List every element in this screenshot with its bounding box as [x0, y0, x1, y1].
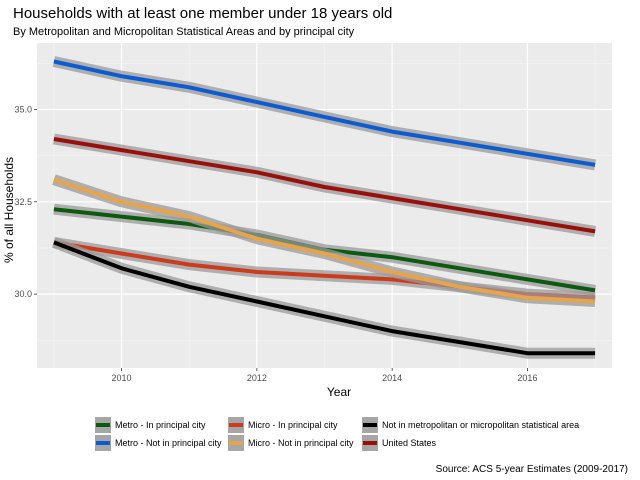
legend-item-4: Not in metropolitan or micropolitan stat… — [362, 417, 579, 433]
x-tick-label: 2014 — [382, 373, 402, 383]
x-axis-title: Year — [327, 385, 351, 399]
y-axis-title: % of all Households — [2, 157, 16, 263]
x-tick-label: 2016 — [517, 373, 537, 383]
series-line-1 — [53, 59, 596, 167]
legend-label: Not in metropolitan or micropolitan stat… — [382, 420, 579, 430]
y-tick-label: 35.0 — [14, 104, 32, 114]
x-tick-label: 2012 — [247, 373, 267, 383]
legend-item-2: Micro - In principal city — [228, 417, 338, 433]
legend-item-0: Metro - In principal city — [95, 417, 206, 433]
legend: Metro - In principal city Metro - Not in … — [95, 417, 579, 451]
series-line-4 — [53, 240, 596, 356]
chart-title: Households with at least one member unde… — [13, 5, 392, 22]
chart-subtitle: By Metropolitan and Micropolitan Statist… — [13, 26, 355, 38]
legend-label: Metro - Not in principal city — [115, 438, 222, 448]
x-tick-label: 2010 — [112, 373, 132, 383]
legend-label: Micro - Not in principal city — [248, 438, 354, 448]
series-line-5 — [53, 137, 596, 234]
chart-caption: Source: ACS 5-year Estimates (2009-2017) — [436, 464, 628, 475]
y-tick-label: 30.0 — [14, 289, 32, 299]
x-axis-ticks: 2010 2012 2014 2016 — [112, 368, 537, 383]
legend-label: Metro - In principal city — [115, 420, 206, 430]
legend-item-5: United States — [362, 435, 437, 451]
y-tick-label: 32.5 — [14, 197, 32, 207]
legend-item-3: Micro - Not in principal city — [228, 435, 354, 451]
series-lines — [51, 56, 596, 359]
legend-item-1: Metro - Not in principal city — [95, 435, 222, 451]
y-axis-ticks: 30.0 32.5 35.0 — [14, 104, 37, 299]
legend-label: Micro - In principal city — [248, 420, 338, 430]
legend-label: United States — [382, 438, 437, 448]
series-line-3 — [53, 177, 596, 304]
